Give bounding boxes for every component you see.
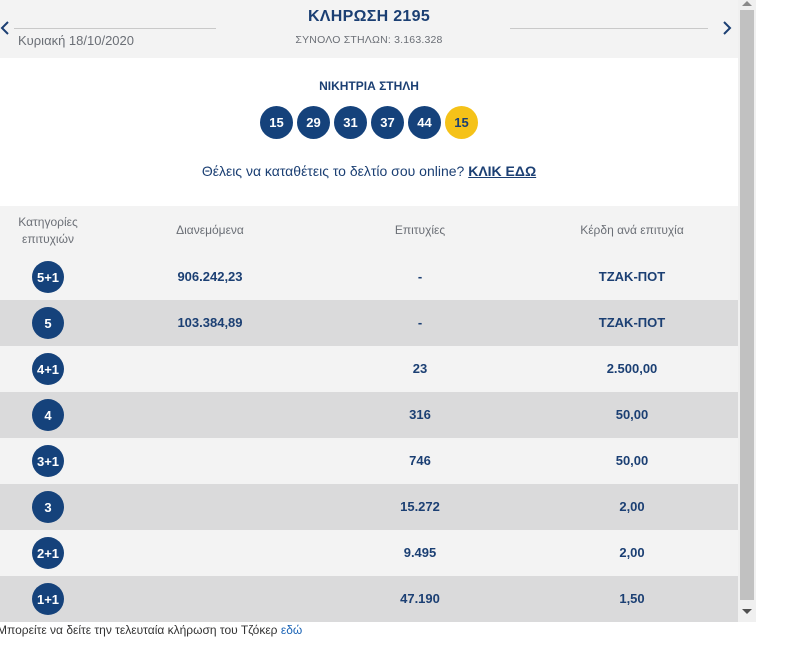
distributed-cell: [110, 346, 310, 392]
scroll-down-arrow-icon[interactable]: [742, 609, 752, 614]
column-header-winners: Επιτυχίες: [394, 223, 446, 237]
winners-cell: 316: [409, 407, 431, 422]
winners-cell: 746: [409, 453, 431, 468]
draw-date: Κυριακή 18/10/2020: [18, 33, 134, 48]
draw-header: Κυριακή 18/10/2020 ΚΛΗΡΩΣΗ 2195 ΣΥΝΟΛΟ Σ…: [0, 0, 738, 58]
category-badge: 4: [32, 399, 64, 431]
table-row: 3 15.272 2,00: [0, 484, 738, 530]
draw-title: ΚΛΗΡΩΣΗ 2195: [307, 8, 431, 25]
winners-cell: 47.190: [400, 591, 440, 606]
joker-ball: 15: [445, 106, 478, 139]
category-badge: 3+1: [32, 445, 64, 477]
category-badge: 4+1: [32, 353, 64, 385]
total-columns: ΣΥΝΟΛΟ ΣΤΗΛΩΝ: 3.163.328: [295, 34, 443, 46]
table-row: 4+1 23 2.500,00: [0, 346, 738, 392]
number-ball: 31: [334, 106, 367, 139]
table-row: 2+1 9.495 2,00: [0, 530, 738, 576]
column-header-categories: Κατηγορίες επιτυχιών: [0, 214, 96, 248]
winning-numbers: 15 29 31 37 44 15: [0, 106, 738, 139]
scroll-thumb[interactable]: [740, 10, 754, 600]
prize-cell: 2,00: [619, 545, 645, 560]
draw-results-panel: Κυριακή 18/10/2020 ΚΛΗΡΩΣΗ 2195 ΣΥΝΟΛΟ Σ…: [0, 0, 738, 622]
winning-column-label: ΝΙΚΗΤΡΙΑ ΣΤΗΛΗ: [319, 79, 419, 93]
prize-cell: 1,50: [619, 591, 645, 606]
table-row: 3+1 746 50,00: [0, 438, 738, 484]
table-row: 5+1 906.242,23 - ΤΖΑΚ-ΠΟΤ: [0, 254, 738, 300]
distributed-cell: 906.242,23: [177, 269, 243, 284]
category-badge: 2+1: [32, 537, 64, 569]
category-badge: 5: [32, 307, 64, 339]
joker-draw-link[interactable]: εδώ: [280, 623, 303, 637]
header-divider-left: [14, 28, 216, 29]
table-row: 1+1 47.190 1,50: [0, 576, 738, 622]
scroll-up-arrow-icon[interactable]: [742, 1, 752, 6]
footer-note: Μπορείτε να δείτε την τελευταία κλήρωση …: [0, 623, 302, 637]
distributed-cell: [110, 530, 310, 576]
distributed-cell: [110, 392, 310, 438]
table-row: 5 103.384,89 - ΤΖΑΚ-ΠΟΤ: [0, 300, 738, 346]
column-header-categories-line1: Κατηγορίες: [18, 215, 78, 229]
chevron-right-icon[interactable]: [720, 17, 734, 39]
header-divider-right: [510, 28, 708, 29]
winners-cell: 9.495: [403, 545, 437, 560]
category-badge: 1+1: [32, 583, 64, 615]
category-badge: 3: [32, 491, 64, 523]
table-row: 4 316 50,00: [0, 392, 738, 438]
column-header-prize: Κέρδη ανά επιτυχία: [580, 223, 684, 237]
online-prompt: Θέλεις να καταθέτεις το δελτίο σου onlin…: [0, 163, 738, 179]
prize-cell: ΤΖΑΚ-ΠΟΤ: [598, 315, 666, 330]
winners-cell: 15.272: [400, 499, 440, 514]
winners-cell: 23: [412, 361, 428, 376]
online-prompt-text: Θέλεις να καταθέτεις το δελτίο σου onlin…: [201, 163, 465, 179]
click-here-link[interactable]: ΚΛΙΚ ΕΔΩ: [468, 163, 537, 179]
prize-cell: ΤΖΑΚ-ΠΟΤ: [598, 269, 666, 284]
footer-note-text: Μπορείτε να δείτε την τελευταία κλήρωση …: [0, 623, 281, 637]
prize-cell: 2,00: [619, 499, 645, 514]
column-header-categories-line2: επιτυχιών: [22, 232, 74, 246]
prize-cell: 2.500,00: [606, 361, 658, 376]
number-ball: 44: [408, 106, 441, 139]
category-badge: 5+1: [32, 261, 64, 293]
prize-cell: 50,00: [615, 407, 649, 422]
number-ball: 29: [297, 106, 330, 139]
distributed-cell: [110, 576, 310, 622]
winners-cell: -: [417, 269, 423, 284]
table-header: Κατηγορίες επιτυχιών Διανεμόμενα Επιτυχί…: [0, 206, 738, 254]
vertical-scrollbar[interactable]: [738, 0, 756, 622]
distributed-cell: 103.384,89: [177, 315, 243, 330]
prize-cell: 50,00: [615, 453, 649, 468]
column-header-distributed: Διανεμόμενα: [176, 223, 244, 237]
distributed-cell: [110, 438, 310, 484]
winners-cell: -: [417, 315, 423, 330]
chevron-left-icon[interactable]: [0, 17, 12, 39]
number-ball: 15: [260, 106, 293, 139]
number-ball: 37: [371, 106, 404, 139]
distributed-cell: [110, 484, 310, 530]
